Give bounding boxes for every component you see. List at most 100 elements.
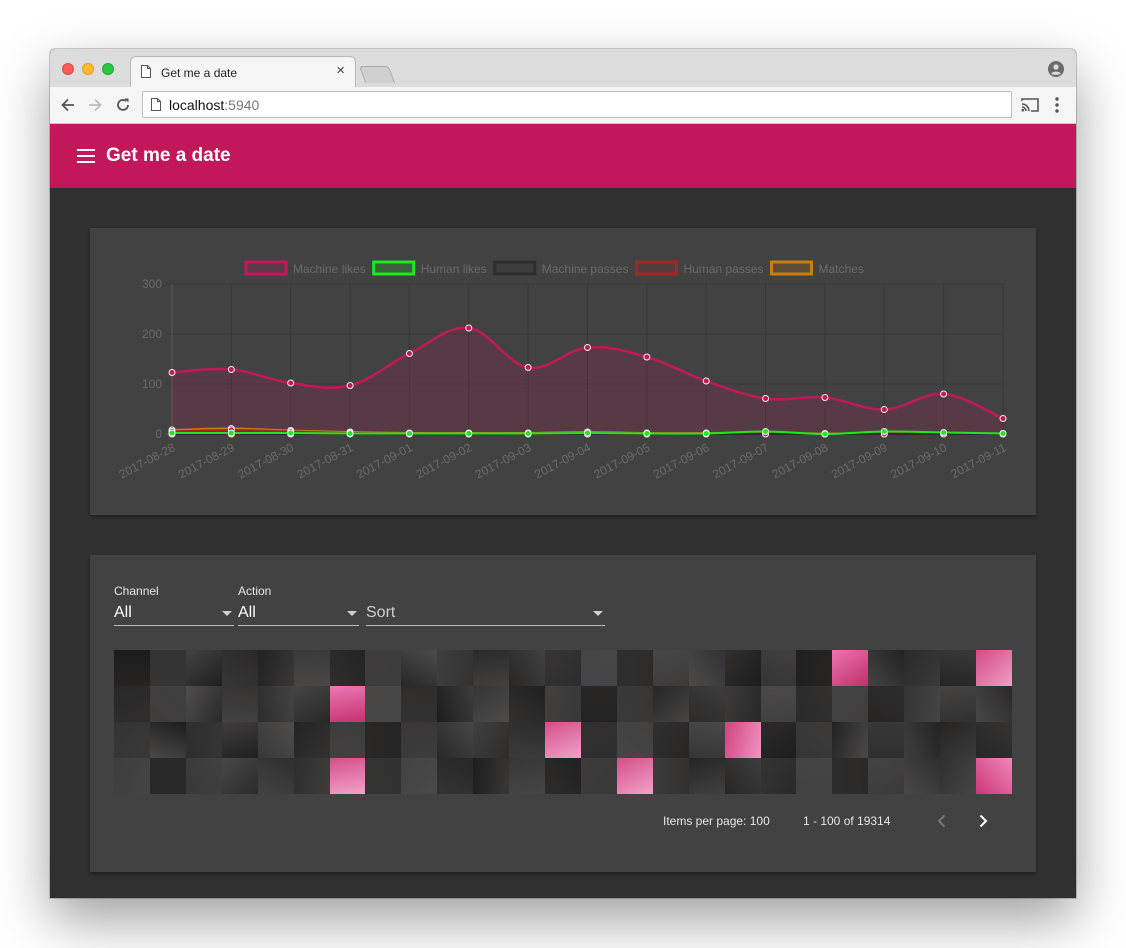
profile-thumbnail[interactable] — [616, 686, 653, 722]
profile-thumbnail[interactable] — [976, 758, 1013, 794]
close-window-button[interactable] — [62, 63, 74, 75]
profile-thumbnail[interactable] — [401, 650, 438, 686]
page-info-icon[interactable] — [151, 98, 161, 111]
profile-thumbnail[interactable] — [401, 686, 438, 722]
profile-thumbnail[interactable] — [904, 722, 941, 758]
profile-thumbnail[interactable] — [149, 758, 186, 794]
profile-thumbnail[interactable] — [365, 758, 402, 794]
profile-thumbnail[interactable] — [688, 686, 725, 722]
profile-thumbnail[interactable] — [940, 722, 977, 758]
profile-thumbnail[interactable] — [221, 686, 258, 722]
profile-thumbnail[interactable] — [580, 686, 617, 722]
profile-thumbnail[interactable] — [940, 686, 977, 722]
items-per-page-select[interactable]: 100 — [749, 814, 770, 828]
profile-thumbnail[interactable] — [401, 722, 438, 758]
profile-thumbnail[interactable] — [545, 686, 582, 722]
address-bar[interactable]: localhost:5940 — [142, 91, 1012, 118]
profile-thumbnail[interactable] — [185, 758, 222, 794]
profile-thumbnail[interactable] — [688, 722, 725, 758]
profile-thumbnail[interactable] — [652, 650, 689, 686]
profile-thumbnail[interactable] — [114, 758, 150, 794]
profile-thumbnail[interactable] — [796, 650, 833, 686]
profile-thumbnail[interactable] — [473, 722, 510, 758]
profile-thumbnail[interactable] — [365, 650, 402, 686]
profile-thumbnail[interactable] — [329, 686, 366, 722]
profile-thumbnail[interactable] — [293, 650, 330, 686]
profile-thumbnail[interactable] — [760, 722, 797, 758]
profile-thumbnail[interactable] — [509, 722, 546, 758]
profile-thumbnail[interactable] — [509, 758, 546, 794]
profile-thumbnail[interactable] — [293, 722, 330, 758]
profile-thumbnail[interactable] — [616, 758, 653, 794]
profile-icon[interactable] — [1048, 61, 1064, 77]
profile-thumbnail[interactable] — [760, 650, 797, 686]
profile-thumbnail[interactable] — [904, 758, 941, 794]
profile-thumbnail[interactable] — [185, 722, 222, 758]
profile-thumbnail[interactable] — [652, 758, 689, 794]
profile-thumbnail[interactable] — [437, 686, 474, 722]
profile-thumbnail[interactable] — [724, 650, 761, 686]
profile-thumbnail[interactable] — [724, 722, 761, 758]
profile-thumbnail[interactable] — [473, 686, 510, 722]
profile-thumbnail[interactable] — [437, 650, 474, 686]
profile-thumbnail[interactable] — [616, 650, 653, 686]
profile-thumbnail[interactable] — [760, 686, 797, 722]
profile-thumbnail[interactable] — [221, 722, 258, 758]
profile-thumbnail[interactable] — [976, 650, 1013, 686]
profile-thumbnail[interactable] — [509, 686, 546, 722]
maximize-window-button[interactable] — [102, 63, 114, 75]
profile-thumbnail[interactable] — [149, 722, 186, 758]
profile-thumbnail[interactable] — [832, 686, 869, 722]
profile-thumbnail[interactable] — [329, 650, 366, 686]
profile-thumbnail[interactable] — [437, 722, 474, 758]
profile-thumbnail[interactable] — [365, 686, 402, 722]
profile-thumbnail[interactable] — [868, 722, 905, 758]
profile-thumbnail[interactable] — [796, 758, 833, 794]
profile-thumbnail[interactable] — [868, 650, 905, 686]
profile-thumbnail[interactable] — [832, 722, 869, 758]
profile-thumbnail[interactable] — [760, 758, 797, 794]
channel-select[interactable]: All — [114, 604, 234, 626]
profile-thumbnail[interactable] — [509, 650, 546, 686]
reload-icon[interactable] — [113, 95, 133, 115]
next-page-icon[interactable] — [971, 809, 995, 833]
profile-thumbnail[interactable] — [832, 758, 869, 794]
profile-thumbnail[interactable] — [473, 650, 510, 686]
profile-thumbnail[interactable] — [401, 758, 438, 794]
profile-thumbnail[interactable] — [796, 686, 833, 722]
profile-thumbnail[interactable] — [257, 650, 294, 686]
profile-thumbnail[interactable] — [688, 758, 725, 794]
profile-thumbnail[interactable] — [437, 758, 474, 794]
forward-arrow-icon[interactable] — [85, 95, 105, 115]
profile-thumbnail[interactable] — [940, 650, 977, 686]
profile-thumbnail[interactable] — [114, 686, 150, 722]
profile-thumbnail[interactable] — [652, 686, 689, 722]
profile-thumbnail[interactable] — [114, 650, 150, 686]
profile-thumbnail[interactable] — [724, 686, 761, 722]
profile-thumbnail[interactable] — [149, 686, 186, 722]
profile-thumbnail[interactable] — [976, 722, 1013, 758]
menu-icon[interactable] — [77, 149, 95, 163]
previous-page-icon[interactable] — [930, 809, 954, 833]
profile-thumbnail[interactable] — [868, 686, 905, 722]
more-menu-icon[interactable] — [1054, 96, 1060, 114]
profile-thumbnail[interactable] — [976, 686, 1013, 722]
profile-thumbnail[interactable] — [185, 686, 222, 722]
browser-tab[interactable]: Get me a date × — [130, 56, 356, 87]
profile-thumbnail[interactable] — [724, 758, 761, 794]
profile-thumbnail[interactable] — [904, 686, 941, 722]
action-select[interactable]: All — [238, 604, 359, 626]
sort-select[interactable]: Sort — [366, 604, 605, 626]
back-arrow-icon[interactable] — [58, 95, 78, 115]
profile-thumbnail[interactable] — [868, 758, 905, 794]
profile-thumbnail[interactable] — [796, 722, 833, 758]
new-tab-button[interactable] — [358, 66, 396, 83]
profile-thumbnail[interactable] — [257, 758, 294, 794]
profile-thumbnail[interactable] — [293, 758, 330, 794]
profile-thumbnail[interactable] — [940, 758, 977, 794]
profile-thumbnail[interactable] — [473, 758, 510, 794]
profile-thumbnail[interactable] — [329, 758, 366, 794]
profile-thumbnail[interactable] — [652, 722, 689, 758]
cast-icon[interactable] — [1021, 97, 1039, 113]
profile-thumbnail[interactable] — [580, 722, 617, 758]
